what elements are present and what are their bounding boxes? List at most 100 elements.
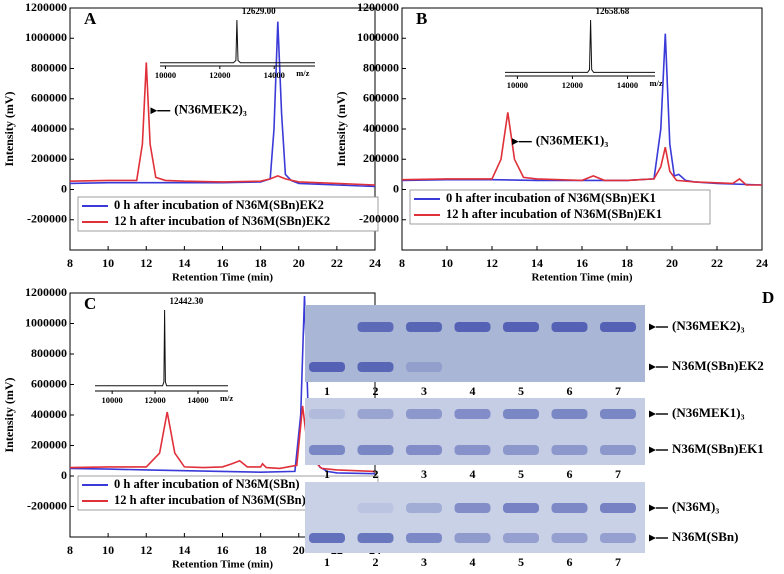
lane-label: 4 (470, 555, 476, 569)
lane-label: 1 (324, 467, 330, 481)
lane-label: 2 (373, 384, 379, 398)
inset-spectrum (160, 19, 315, 64)
inset-peak-label: 12629.00 (242, 6, 276, 16)
inset-tick-label: 14000 (264, 70, 285, 80)
x-axis-label: Retention Time (min) (172, 559, 273, 571)
gel-band (600, 445, 636, 455)
x-tick-label: 8 (67, 543, 73, 557)
x-tick-label: 14 (531, 256, 543, 270)
gel-band (406, 362, 442, 372)
series-line (401, 33, 763, 186)
gel-band (551, 533, 588, 543)
gel-band (406, 533, 442, 543)
y-tick-label: 200000 (363, 151, 399, 165)
gel-band (503, 322, 539, 332)
x-tick-label: 12 (486, 256, 498, 270)
panel-label: A (84, 9, 97, 28)
x-tick-label: 16 (576, 256, 588, 270)
lane-label: 2 (373, 467, 379, 481)
lane-label: 1 (324, 384, 330, 398)
y-axis-label: Intensity (mV) (2, 378, 16, 453)
band-label: N36M(SBn)EK1 (672, 441, 764, 456)
x-tick-label: 22 (711, 256, 723, 270)
y-tick-label: 400000 (31, 121, 67, 135)
lane-label: 5 (518, 467, 524, 481)
gel-band (406, 445, 442, 455)
gel-band (600, 409, 636, 419)
inset-tick-label: 12000 (144, 395, 165, 405)
x-tick-label: 10 (441, 256, 453, 270)
band-label: (N36MEK2)₃ (672, 318, 745, 333)
gel-band (406, 322, 442, 332)
lane-label: 2 (373, 555, 379, 569)
y-tick-label: -200000 (27, 212, 67, 226)
legend-label: 12 h after incubation of N36M(SBn)EK2 (114, 214, 330, 228)
x-tick-label: 8 (67, 256, 73, 270)
gel-band (406, 503, 442, 513)
band-label: (N36M)₃ (672, 499, 719, 514)
lane-label: 5 (518, 555, 524, 569)
x-tick-label: 14 (178, 256, 190, 270)
gel-band (503, 503, 539, 513)
y-tick-label: 0 (61, 468, 67, 482)
gel-band (357, 322, 394, 332)
y-tick-label: 1200000 (25, 0, 67, 14)
gel-band (454, 445, 491, 455)
inset-tick-label: 12000 (209, 70, 230, 80)
lane-label: 4 (470, 467, 476, 481)
y-tick-label: 400000 (363, 121, 399, 135)
y-tick-label: 0 (61, 181, 67, 195)
y-tick-label: 400000 (31, 407, 67, 421)
x-tick-label: 14 (178, 543, 190, 557)
band-label: N36M(SBn)EK2 (672, 358, 764, 373)
gel-band (454, 322, 491, 332)
annotation: (N36MEK2)₃ (174, 102, 247, 117)
gel-band (600, 533, 636, 543)
lane-label: 3 (421, 384, 427, 398)
x-axis-label: Retention Time (min) (531, 272, 632, 284)
y-tick-label: 800000 (363, 60, 399, 74)
gel-band (503, 445, 539, 455)
x-tick-label: 20 (293, 543, 305, 557)
x-tick-label: 12 (140, 543, 152, 557)
legend-box (409, 189, 711, 225)
band-label: N36M(SBn) (672, 529, 738, 544)
y-tick-label: 1000000 (25, 30, 67, 44)
series-line (69, 62, 376, 186)
x-tick-label: 20 (293, 256, 305, 270)
lane-label: 4 (470, 384, 476, 398)
lane-label: 7 (615, 555, 621, 569)
y-tick-label: -200000 (27, 498, 67, 512)
x-tick-label: 18 (621, 256, 633, 270)
gel-band (600, 503, 636, 513)
gel-band (454, 503, 491, 513)
lane-label: 6 (567, 555, 573, 569)
gel-band (600, 322, 636, 332)
lane-label: 6 (567, 384, 573, 398)
x-tick-label: 12 (140, 256, 152, 270)
x-tick-label: 10 (102, 256, 114, 270)
inset-axis-label: m/z (296, 68, 309, 78)
gel-band (357, 445, 394, 455)
lane-label: 3 (421, 467, 427, 481)
gel-blot (305, 305, 645, 382)
gel-band (357, 362, 394, 372)
panel-label: D (762, 288, 774, 307)
y-tick-label: 600000 (31, 91, 67, 105)
legend-box (77, 196, 379, 232)
gel-band (309, 362, 345, 372)
legend-label: 0 h after incubation of N36M(SBn)EK2 (114, 198, 324, 212)
lane-label: 1 (324, 555, 330, 569)
legend-label: 12 h after incubation of N36M(SBn) (114, 493, 306, 507)
gel-band (309, 409, 345, 419)
x-tick-label: 24 (369, 256, 381, 270)
gel-band (454, 409, 491, 419)
x-axis-label: Retention Time (min) (172, 272, 273, 284)
gel-band (551, 445, 588, 455)
inset-tick-label: 14000 (187, 395, 208, 405)
gel-band (309, 533, 345, 543)
y-tick-label: 0 (393, 181, 399, 195)
x-tick-label: 22 (331, 256, 343, 270)
lane-label: 5 (518, 384, 524, 398)
gel-band (551, 503, 588, 513)
